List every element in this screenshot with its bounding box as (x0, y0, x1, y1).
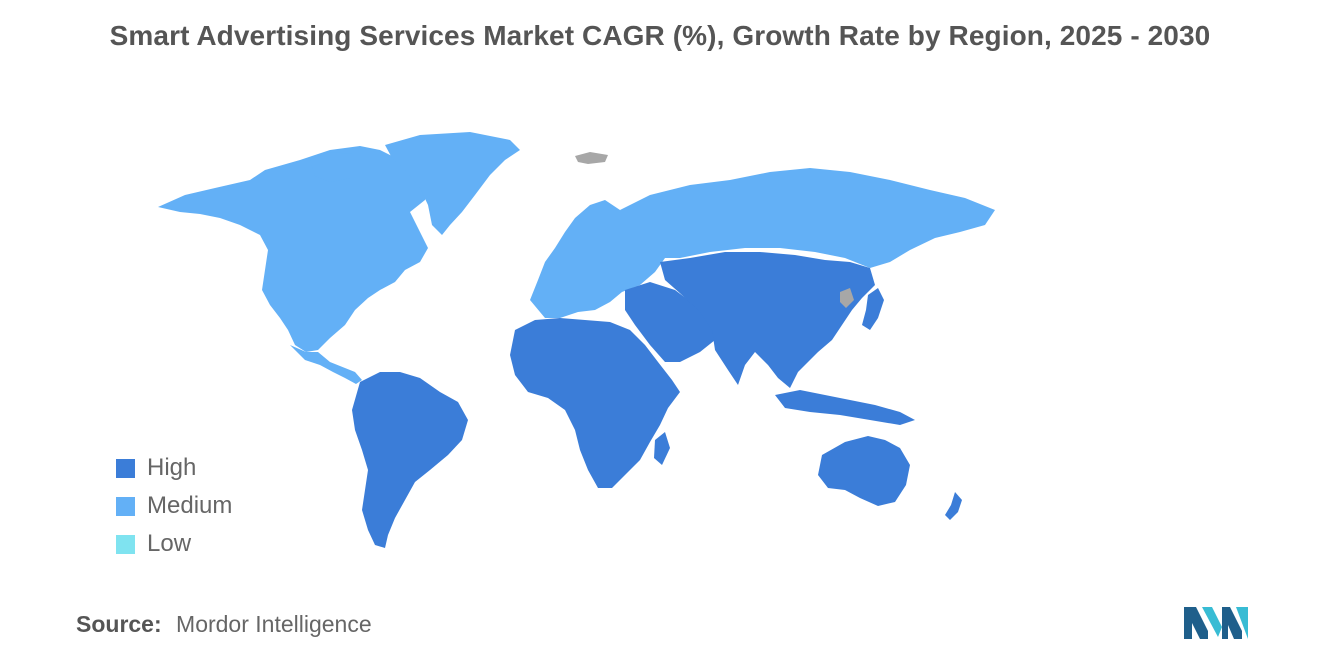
region-asia (660, 252, 875, 388)
legend-label-high: High (147, 454, 197, 481)
region-no-data-korea (840, 288, 854, 308)
region-greenland (385, 132, 520, 235)
source-line: Source: Mordor Intelligence (76, 611, 372, 638)
region-madagascar (654, 432, 670, 465)
legend-swatch-high (116, 458, 135, 478)
region-south-america (352, 372, 468, 548)
legend-item-low: Low (116, 525, 232, 563)
region-middle-east (625, 282, 715, 362)
region-central-america (290, 345, 362, 384)
region-north-america (158, 146, 430, 352)
region-europe (530, 200, 665, 318)
region-arctic-islands (310, 152, 362, 182)
legend-label-medium: Medium (147, 492, 233, 519)
region-no-data-svalbard (575, 152, 608, 164)
region-southeast-asia-islands (775, 390, 915, 425)
region-russia (620, 168, 995, 268)
source-value: Mordor Intelligence (176, 611, 372, 637)
region-japan (862, 288, 884, 330)
map-legend: High Medium Low (116, 449, 232, 563)
legend-item-medium: Medium (116, 487, 232, 525)
region-africa (510, 318, 680, 488)
legend-swatch-low (116, 534, 135, 554)
chart-title: Smart Advertising Services Market CAGR (… (109, 20, 1211, 51)
region-new-zealand (945, 492, 962, 520)
legend-item-high: High (116, 449, 232, 487)
legend-label-low: Low (147, 530, 192, 557)
mordor-intelligence-logo-icon (1184, 607, 1248, 639)
legend-swatch-medium (116, 496, 135, 516)
source-label: Source: (76, 611, 162, 637)
region-australia (818, 436, 910, 506)
